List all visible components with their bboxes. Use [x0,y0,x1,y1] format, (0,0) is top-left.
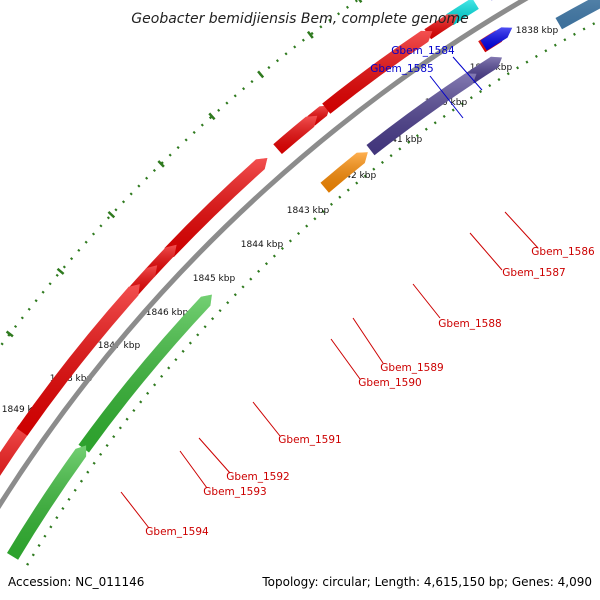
gene-leader-line [120,491,150,529]
tick-label: 1838 kbp [516,26,559,36]
tick-label: 1842 kbp [334,171,377,181]
label-layer: Gbem_1584 Gbem_1585 Gbem_1586 Gbem_1587 Gbem… [145,45,595,538]
feature-block[interactable] [322,30,433,114]
gene-leader-line [429,75,464,119]
gene-leader-line [469,232,503,271]
gene-leader-line [412,283,441,319]
tick-label: 1846 kbp [146,308,189,318]
feature-block[interactable] [273,115,318,154]
backbone-layer [0,0,529,510]
gene-label[interactable]: Gbem_1591 [278,434,341,446]
major-tick [306,30,314,39]
gene-leader-line [452,56,483,91]
gene-gbem-1594[interactable] [78,294,212,453]
gene-leader-line [252,401,281,437]
major-tick [157,160,165,168]
tick-label: 1849 kbp [2,405,45,415]
inner-tick-ring [26,19,600,566]
feature-block[interactable] [555,0,600,30]
tick-label: 1845 kbp [193,274,236,284]
gene-leader-line [352,317,384,364]
major-tick [208,112,216,121]
genome-backbone [0,0,529,510]
gene-label[interactable]: Gbem_1590 [358,377,421,389]
feature-block[interactable] [424,14,458,40]
gene-gbem-1590[interactable] [320,152,368,193]
gene-label[interactable]: Gbem_1593 [203,486,266,498]
gene-leader-line [330,338,361,380]
major-tick [5,330,14,338]
leader-layer [120,56,539,529]
gene-label[interactable]: Gbem_1588 [438,318,501,330]
gene-gbem-1591[interactable] [164,158,268,258]
tick-label: 1844 kbp [241,240,284,250]
gene-leader-line [504,211,539,249]
outer-tick-ring [0,0,360,349]
gene-leader-line [179,450,208,489]
tick-label: 1840 kbp [425,98,468,108]
feature-block[interactable] [480,27,513,51]
accession-text: Accession: NC_011146 [8,575,144,589]
gene-label[interactable]: Gbem_1584 [391,45,455,57]
gene-label[interactable]: Gbem_1592 [226,471,289,483]
map-title: Geobacter bemidjiensis Bem, complete gen… [131,11,468,27]
gene-leader-line [198,437,231,474]
major-tick [358,0,363,4]
gene-label[interactable]: Gbem_1587 [502,267,565,279]
tick-label: 1841 kbp [380,135,423,145]
major-tick [107,210,116,219]
gene-label[interactable]: Gbem_1594 [145,526,209,538]
summary-text: Topology: circular; Length: 4,615,150 bp… [261,575,592,589]
gene-label[interactable]: Gbem_1589 [380,362,443,374]
tick-label: 1847 kbp [98,341,141,351]
gene-label[interactable]: Gbem_1585 [370,63,433,75]
major-tick [257,70,265,79]
gene-gbem-1588[interactable] [366,73,477,156]
tick-label: 1843 kbp [287,206,330,216]
gene-label[interactable]: Gbem_1586 [531,246,595,258]
feature-block[interactable] [0,421,30,528]
tick-label: 1848 kbp [50,374,93,384]
feature-block[interactable] [16,284,140,436]
major-tick [56,267,65,275]
feature-block[interactable] [7,445,87,560]
feature-layer [0,0,600,560]
